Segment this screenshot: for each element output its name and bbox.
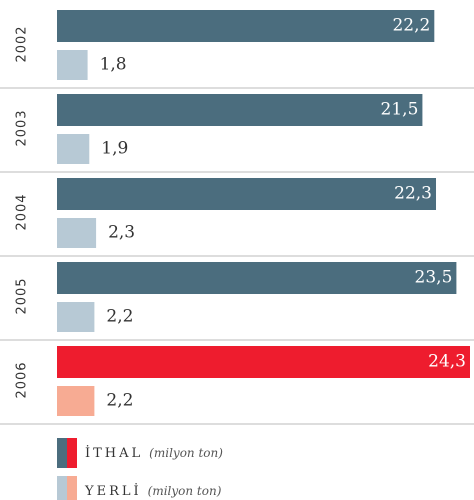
legend-unit: (milyon ton) <box>148 484 222 498</box>
bar <box>57 386 95 416</box>
value-label: 24,3 <box>428 352 466 372</box>
legend-swatch <box>67 476 77 500</box>
bar <box>57 50 88 80</box>
bar <box>57 346 470 378</box>
year-label: 2003 <box>15 109 30 146</box>
value-label: 22,2 <box>392 16 430 36</box>
bar <box>57 218 97 248</box>
year-label: 2002 <box>15 25 30 62</box>
value-label: 1,9 <box>101 139 128 159</box>
bar <box>57 94 423 126</box>
value-label: 21,5 <box>381 100 419 120</box>
legend-label: İTHAL (milyon ton) <box>85 444 223 461</box>
legend-swatch <box>67 438 77 468</box>
year-label: 2004 <box>15 193 30 230</box>
value-label: 2,3 <box>108 223 135 243</box>
legend-name: YERLİ <box>84 482 142 499</box>
legend-label: YERLİ (milyon ton) <box>84 482 222 499</box>
value-label: 23,5 <box>415 268 453 288</box>
value-label: 1,8 <box>100 55 127 75</box>
value-label: 2,2 <box>106 307 133 327</box>
legend-unit: (milyon ton) <box>149 446 223 460</box>
year-label: 2006 <box>15 361 30 398</box>
bar <box>57 262 457 294</box>
year-label: 2005 <box>15 277 30 314</box>
bar <box>57 134 90 164</box>
value-label: 22,3 <box>394 184 432 204</box>
bar <box>57 178 437 210</box>
legend-swatch <box>57 476 67 500</box>
legend-swatch <box>57 438 67 468</box>
value-label: 2,2 <box>106 391 133 411</box>
legend-name: İTHAL <box>85 444 143 461</box>
bar <box>57 302 95 332</box>
bar <box>57 10 435 42</box>
